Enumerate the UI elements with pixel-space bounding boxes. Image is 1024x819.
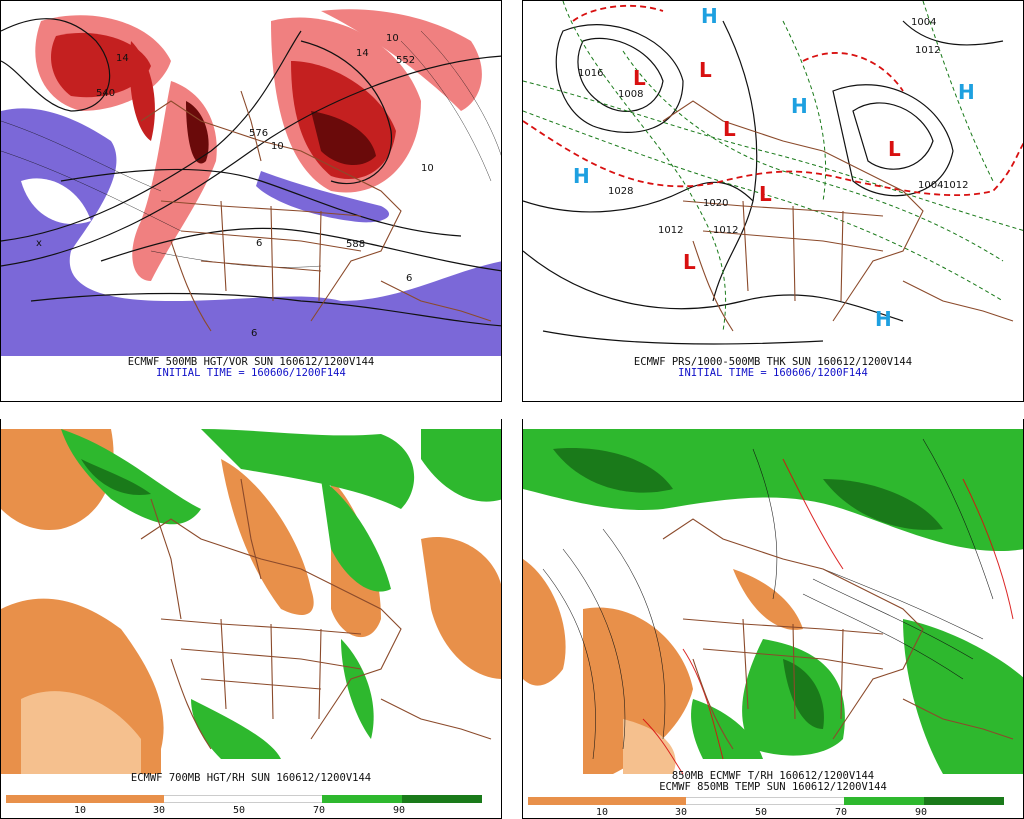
contour-label: 576 <box>249 128 268 139</box>
isobar-label: 1012 <box>713 225 738 236</box>
contour-label: 552 <box>396 55 415 66</box>
initial-time: INITIAL TIME = 160606/1200F144 <box>156 367 346 379</box>
colorbar-tick: 10 <box>73 805 87 816</box>
initial-time: INITIAL TIME = 160606/1200F144 <box>678 367 868 379</box>
contour-label: 6 <box>251 328 257 339</box>
high-pressure-marker: H <box>791 94 808 118</box>
rh-colorbar: 10 30 50 70 90 <box>6 795 482 817</box>
colorbar-tick: 30 <box>674 807 688 818</box>
colorbar-tick: 50 <box>232 805 246 816</box>
high-pressure-marker: H <box>701 4 718 28</box>
isobar-label: 1004 <box>911 17 936 28</box>
isobar-label: 1016 <box>578 68 603 79</box>
panel-prs-thk: 1004 1012 1016 1008 1028 1020 1012 1012 … <box>522 0 1024 402</box>
contour-label: 14 <box>116 53 129 64</box>
contour-label: 10 <box>271 141 284 152</box>
contour-label: 6 <box>406 273 412 284</box>
colorbar-tick: 90 <box>392 805 406 816</box>
isobar-label: 1012 <box>943 180 968 191</box>
map-700mb <box>1 429 501 774</box>
isobar-label: 1012 <box>658 225 683 236</box>
low-pressure-marker: L <box>633 66 646 90</box>
colorbar-tick: 90 <box>914 807 928 818</box>
map-prs-thk: 1004 1012 1016 1008 1028 1020 1012 1012 … <box>523 1 1023 345</box>
low-pressure-marker: L <box>723 117 736 141</box>
isobar-label: 1028 <box>608 186 633 197</box>
contour-label: 588 <box>346 239 365 250</box>
isobar-label: 1012 <box>915 45 940 56</box>
colorbar-tick: 70 <box>312 805 326 816</box>
panel-title: ECMWF 500MB HGT/VOR SUN 160612/1200V144 <box>127 356 375 368</box>
colorbar-tick: 10 <box>595 807 609 818</box>
panel-500mb-hgt-vor: 540 576 588 552 14 10 6 x 10 14 10 6 6 E… <box>0 0 502 402</box>
panel-850mb-t-rh: 850MB ECMWF T/RH 160612/1200V144 ECMWF 8… <box>522 419 1024 819</box>
panel-title: 850MB ECMWF T/RH 160612/1200V144 <box>671 770 875 782</box>
contour-label: 6 <box>256 238 262 249</box>
contour-label: 10 <box>421 163 434 174</box>
colorbar-tick: 30 <box>152 805 166 816</box>
low-pressure-marker: L <box>759 182 772 206</box>
high-pressure-marker: H <box>958 80 975 104</box>
contour-label: 14 <box>356 48 369 59</box>
contour-label: 10 <box>386 33 399 44</box>
contour-label: x <box>36 238 42 249</box>
contour-label: 540 <box>96 88 115 99</box>
map-500mb: 540 576 588 552 14 10 6 x 10 14 10 6 6 <box>1 1 501 356</box>
isobar-label: 1008 <box>618 89 643 100</box>
panel-title: ECMWF PRS/1000-500MB THK SUN 160612/1200… <box>633 356 913 368</box>
panel-title: ECMWF 700MB HGT/RH SUN 160612/1200V144 <box>130 772 372 784</box>
low-pressure-marker: L <box>699 58 712 82</box>
map-850mb <box>523 429 1023 774</box>
low-pressure-marker: L <box>888 137 901 161</box>
high-pressure-marker: H <box>573 164 590 188</box>
colorbar-tick: 50 <box>754 807 768 818</box>
high-pressure-marker: H <box>875 307 892 331</box>
isobar-label: 1020 <box>703 198 728 209</box>
low-pressure-marker: L <box>683 250 696 274</box>
panel-700mb-hgt-rh: ECMWF 700MB HGT/RH SUN 160612/1200V144 1… <box>0 419 502 819</box>
colorbar-tick: 70 <box>834 807 848 818</box>
rh-colorbar: 10 30 50 70 90 <box>528 797 1004 818</box>
panel-subtitle: ECMWF 850MB TEMP SUN 160612/1200V144 <box>659 781 887 793</box>
isobar-label: 1004 <box>918 180 943 191</box>
